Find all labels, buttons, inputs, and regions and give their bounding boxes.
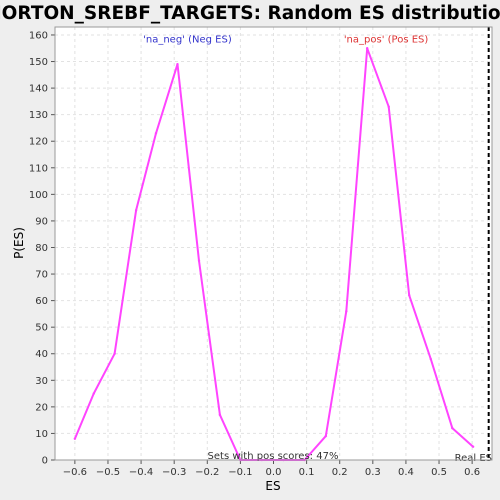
- data-point: [134, 209, 138, 212]
- y-axis-label: P(ES): [12, 227, 26, 259]
- y-tick-label: 10: [35, 429, 48, 440]
- x-axis: −0.6 −0.5 −0.4 −0.3 −0.2 −0.1 0.0 0.1 0.2 0.3 0.4 0…: [63, 460, 480, 478]
- data-point: [324, 434, 328, 438]
- y-tick-label: 90: [35, 216, 48, 227]
- data-point: [176, 62, 179, 66]
- y-tick-label: 0: [42, 456, 48, 467]
- x-tick-label: −0.2: [195, 467, 219, 478]
- x-tick-label: 0.4: [398, 467, 414, 478]
- y-tick-label: 40: [35, 349, 48, 360]
- x-tick-label: −0.5: [96, 467, 120, 478]
- data-point: [92, 392, 95, 395]
- chart-title: HORTON_SREBF_TARGETS: Random ES distribu…: [0, 3, 500, 24]
- data-point: [154, 132, 158, 135]
- data-point: [429, 357, 432, 361]
- y-tick-label: 110: [29, 163, 48, 174]
- data-point: [345, 310, 348, 313]
- x-tick-label: −0.3: [162, 467, 186, 478]
- y-tick-label: 100: [29, 190, 48, 201]
- y-tick-label: 80: [35, 243, 48, 254]
- x-tick-label: 0.0: [266, 467, 282, 478]
- y-tick-label: 70: [35, 270, 48, 281]
- y-tick-label: 30: [35, 376, 48, 387]
- data-point: [113, 352, 116, 355]
- annotation-neg-es: 'na_neg' (Neg ES): [143, 35, 232, 46]
- x-tick-label: 0.1: [299, 467, 315, 478]
- data-point: [365, 47, 369, 50]
- data-point: [471, 445, 475, 448]
- x-tick-label: 0.5: [431, 467, 447, 478]
- data-point: [451, 426, 454, 430]
- x-tick-label: 0.6: [464, 467, 480, 478]
- data-point: [218, 413, 222, 417]
- y-tick-label: 120: [29, 137, 48, 148]
- y-tick-label: 20: [35, 402, 48, 413]
- data-point: [197, 259, 201, 262]
- x-tick-label: −0.4: [129, 467, 153, 478]
- grid: [55, 27, 492, 461]
- y-tick-label: 140: [29, 84, 48, 95]
- y-tick-label: 60: [35, 296, 48, 307]
- real-es-label: Real ES: [455, 453, 492, 464]
- x-tick-label: 0.3: [365, 467, 381, 478]
- data-point: [387, 105, 390, 108]
- x-tick-label: 0.2: [332, 467, 348, 478]
- pos-scores-note: Sets with pos scores: 47%: [208, 451, 339, 462]
- x-tick-label: −0.6: [63, 467, 87, 478]
- annotation-pos-es: 'na_pos' (Pos ES): [344, 35, 429, 46]
- y-tick-label: 130: [29, 110, 48, 121]
- data-point: [408, 294, 411, 297]
- x-axis-label: ES: [265, 479, 280, 493]
- y-tick-label: 50: [35, 323, 48, 334]
- y-tick-label: 150: [29, 57, 48, 68]
- plot-border: [54, 26, 493, 461]
- y-axis: 0 10 20 30 40 50 60 70 80 90 100 110 120 130 140 150 160: [29, 30, 55, 467]
- data-point: [73, 437, 77, 440]
- y-tick-label: 160: [29, 30, 48, 41]
- x-tick-label: −0.1: [228, 467, 252, 478]
